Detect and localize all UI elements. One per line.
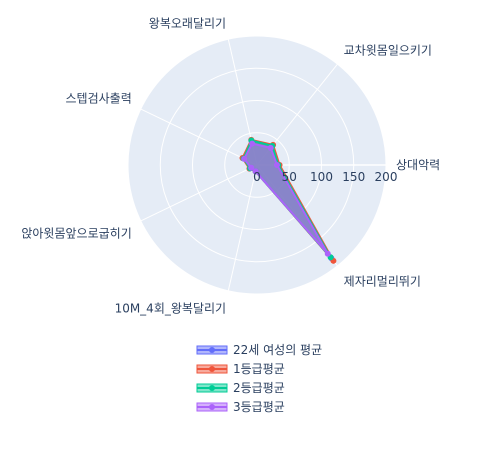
legend-item[interactable]: 1등급평균 [196, 362, 285, 376]
radial-tick-label: 200 [375, 170, 398, 184]
radial-tick-label: 50 [282, 170, 297, 184]
axis-spoke [140, 108, 258, 166]
radial-tick-label: 150 [342, 170, 365, 184]
series-area [243, 142, 329, 255]
axis-label: 10M_4회_왕복달리기 [115, 302, 227, 316]
axis-label: 상대악력 [396, 158, 440, 172]
radial-tick-labels: 0 50 100 150 200 [253, 170, 397, 184]
legend-label: 3등급평균 [233, 400, 285, 414]
data-point [324, 250, 331, 257]
data-point [252, 168, 259, 175]
axis-label: 스텝검사출력 [66, 92, 132, 106]
axis-spoke [140, 164, 258, 222]
legend-label: 2등급평균 [233, 381, 285, 395]
legend-marker [209, 366, 215, 372]
data-point [273, 162, 280, 168]
legend-marker [209, 404, 215, 410]
legend-item[interactable]: 22세 여성의 평균 [196, 343, 322, 357]
data-point [241, 155, 248, 162]
legend[interactable]: 22세 여성의 평균 1등급평균 2등급평균 3등급평균 [196, 343, 322, 414]
data-point [267, 144, 274, 151]
axis-label: 제자리멀리뛰기 [344, 275, 421, 289]
data-point [248, 164, 255, 171]
legend-marker [209, 385, 215, 391]
radial-tick-label: 0 [253, 170, 261, 184]
axis-spoke [227, 164, 258, 291]
series-areas [239, 136, 337, 264]
legend-label: 1등급평균 [233, 362, 285, 376]
axis-label: 교차윗몸일으키기 [344, 42, 432, 57]
legend-label: 22세 여성의 평균 [233, 343, 322, 357]
axis-label: 앉아윗몸앞으로굽히기 [21, 225, 131, 240]
axis-label: 왕복오래달리기 [149, 16, 226, 30]
legend-marker [209, 347, 215, 353]
radial-tick-label: 100 [310, 170, 333, 184]
legend-item[interactable]: 2등급평균 [196, 381, 285, 395]
data-point [249, 140, 256, 147]
legend-item[interactable]: 3등급평균 [196, 400, 285, 414]
